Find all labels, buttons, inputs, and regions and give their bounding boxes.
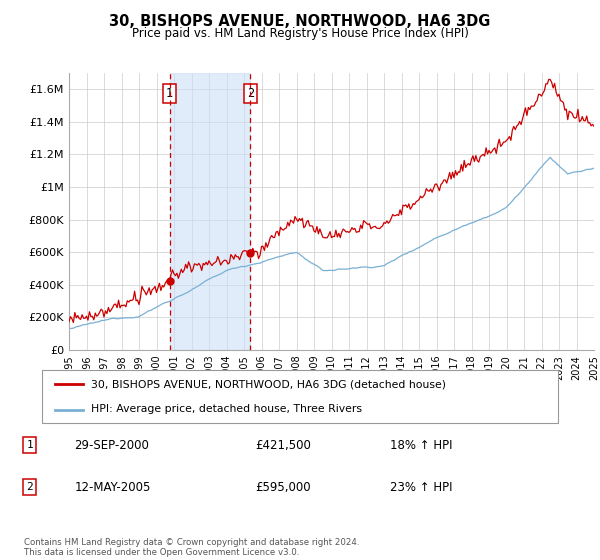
Text: 18% ↑ HPI: 18% ↑ HPI — [390, 438, 453, 451]
Text: 1: 1 — [166, 87, 173, 100]
Text: £595,000: £595,000 — [255, 481, 311, 494]
Text: HPI: Average price, detached house, Three Rivers: HPI: Average price, detached house, Thre… — [91, 404, 362, 414]
Text: Contains HM Land Registry data © Crown copyright and database right 2024.
This d: Contains HM Land Registry data © Crown c… — [24, 538, 359, 557]
Text: £421,500: £421,500 — [255, 438, 311, 451]
Text: 30, BISHOPS AVENUE, NORTHWOOD, HA6 3DG: 30, BISHOPS AVENUE, NORTHWOOD, HA6 3DG — [109, 14, 491, 29]
Text: 30, BISHOPS AVENUE, NORTHWOOD, HA6 3DG (detached house): 30, BISHOPS AVENUE, NORTHWOOD, HA6 3DG (… — [91, 380, 446, 390]
Text: 2: 2 — [26, 482, 33, 492]
Text: 2: 2 — [247, 87, 254, 100]
Text: Price paid vs. HM Land Registry's House Price Index (HPI): Price paid vs. HM Land Registry's House … — [131, 27, 469, 40]
Bar — [170, 73, 250, 350]
Text: 23% ↑ HPI: 23% ↑ HPI — [390, 481, 453, 494]
Text: 1: 1 — [26, 440, 33, 450]
Text: 12-MAY-2005: 12-MAY-2005 — [74, 481, 151, 494]
Text: 29-SEP-2000: 29-SEP-2000 — [74, 438, 149, 451]
